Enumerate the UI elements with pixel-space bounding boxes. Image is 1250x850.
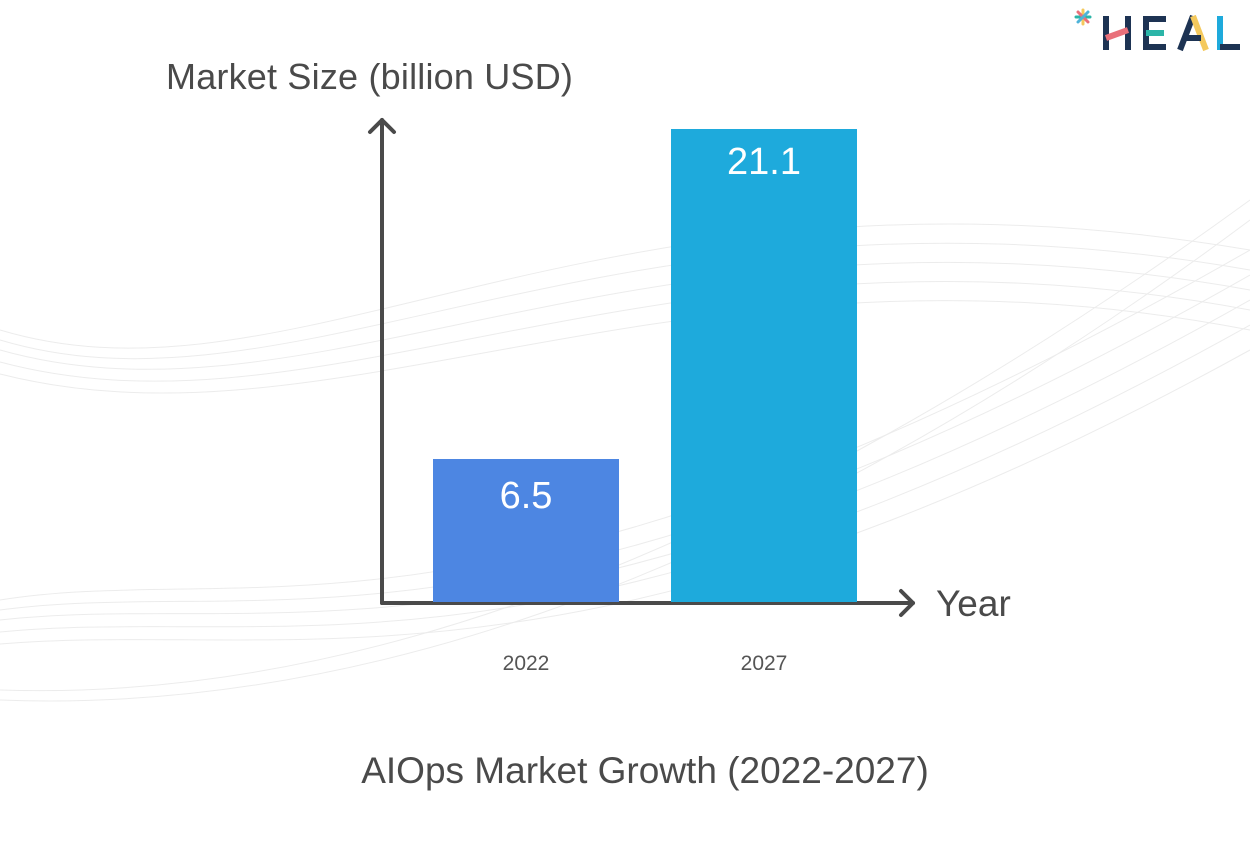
y-axis-arrow-icon [368, 118, 396, 134]
bar-2022: 6.5 [433, 459, 619, 602]
bar-value-label: 21.1 [727, 141, 801, 183]
x-tick-label: 2027 [740, 652, 788, 675]
heal-logo [1062, 2, 1242, 62]
x-axis-label: Year [936, 583, 1011, 624]
y-axis-label: Market Size (billion USD) [166, 56, 574, 97]
asterisk-icon [1074, 8, 1092, 26]
x-axis-arrow-icon [899, 589, 915, 617]
chart-title: AIOps Market Growth (2022-2027) [361, 750, 929, 791]
x-tick-label: 2022 [502, 652, 550, 675]
bar-2027: 21.1 [671, 129, 857, 602]
bar-value-label: 6.5 [499, 475, 553, 517]
